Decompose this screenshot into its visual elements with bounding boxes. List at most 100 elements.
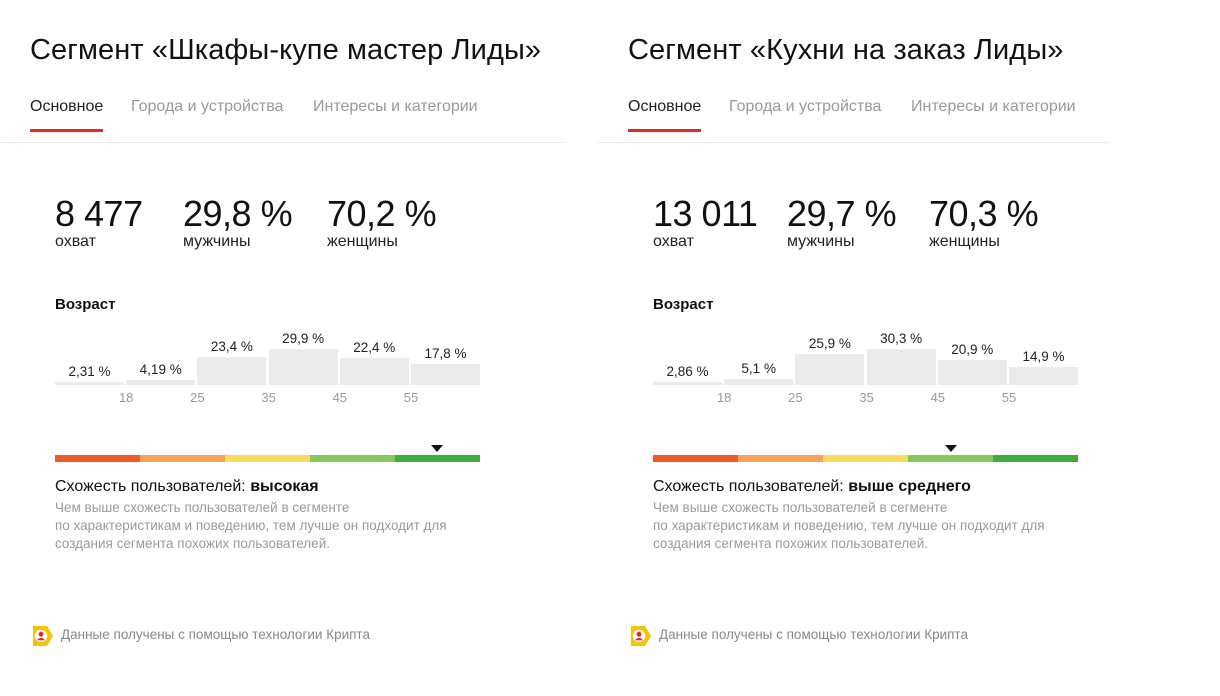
age-bar xyxy=(126,379,196,385)
age-bar xyxy=(197,356,267,385)
stat-women: 70,2 % женщины xyxy=(327,193,437,251)
similarity-scale-segment xyxy=(823,455,908,462)
age-axis: 18 25 35 45 55 xyxy=(653,390,1080,408)
stat-men-label: мужчины xyxy=(183,233,251,250)
age-tick-label: 25 xyxy=(788,390,803,405)
tab-main[interactable]: Основное xyxy=(30,98,104,132)
stat-men-label: мужчины xyxy=(787,233,855,250)
age-tick-label: 55 xyxy=(1001,390,1017,405)
stat-men-value: 29,8 % xyxy=(183,193,293,234)
age-bar xyxy=(795,354,865,385)
stat-reach: 13 011 охват xyxy=(653,193,758,251)
tab-interests-categories[interactable]: Интересы и категории xyxy=(313,98,478,115)
similarity-scale xyxy=(653,455,1078,462)
stat-men: 29,7 % мужчины xyxy=(787,193,897,251)
description-line: по характеристикам и поведению, тем лучш… xyxy=(55,518,447,533)
age-bar xyxy=(411,363,480,385)
similarity-description: Чем выше схожесть пользователей в сегмен… xyxy=(55,499,495,553)
similarity-scale-segment xyxy=(395,455,480,462)
age-bar-label: 4,19 % xyxy=(139,361,182,377)
age-tick-label: 45 xyxy=(930,390,946,405)
segment-title: Сегмент «Кухни на заказ Лиды» xyxy=(628,34,1064,66)
age-tick-label: 55 xyxy=(403,390,419,405)
stat-women-label: женщины xyxy=(929,233,1000,250)
age-tick-label: 35 xyxy=(859,390,874,405)
age-axis: 18 25 35 45 55 xyxy=(55,390,482,408)
age-bar-label: 23,4 % xyxy=(210,338,253,354)
similarity-description: Чем выше схожесть пользователей в сегмен… xyxy=(653,499,1093,553)
age-tick-label: 35 xyxy=(261,390,276,405)
age-bar-label: 17,8 % xyxy=(424,345,467,361)
age-bar xyxy=(1009,367,1078,385)
age-bar xyxy=(339,358,409,385)
similarity-marker-icon xyxy=(431,445,443,452)
similarity-scale-segment xyxy=(225,455,310,462)
age-tick-label: 25 xyxy=(190,390,205,405)
age-tick-label: 18 xyxy=(118,390,134,405)
similarity-scale-segment xyxy=(908,455,993,462)
similarity-scale-segment xyxy=(310,455,395,462)
age-bar xyxy=(268,349,338,385)
age-bar-label: 5,1 % xyxy=(741,360,776,376)
similarity-text: Схожесть пользователей: высокая xyxy=(55,478,319,496)
age-bar-label: 2,31 % xyxy=(68,364,111,379)
tab-cities-devices[interactable]: Города и устройства xyxy=(729,98,882,115)
age-bar-label: 20,9 % xyxy=(951,342,994,358)
tab-main[interactable]: Основное xyxy=(628,98,702,132)
similarity-scale-segment xyxy=(653,455,738,462)
age-bar-label: 30,3 % xyxy=(880,331,923,346)
age-tick-label: 18 xyxy=(716,390,732,405)
similarity-scale-segment xyxy=(55,455,140,462)
stat-reach: 8 477 охват xyxy=(55,194,143,251)
yandex-kripta-logo-icon xyxy=(631,626,651,646)
stat-reach-label: охват xyxy=(653,233,694,250)
stat-reach-value: 13 011 xyxy=(653,193,758,234)
age-section-title: Возраст xyxy=(653,296,714,313)
description-line: Чем выше схожесть пользователей в сегмен… xyxy=(653,500,948,515)
age-bar-label: 29,9 % xyxy=(282,331,325,346)
stat-men-value: 29,7 % xyxy=(787,193,897,234)
age-section-title: Возраст xyxy=(55,296,116,313)
stat-reach-value: 8 477 xyxy=(55,193,143,234)
age-bar xyxy=(55,382,124,385)
age-bar xyxy=(724,378,794,385)
stat-women-value: 70,2 % xyxy=(327,193,437,234)
similarity-scale-segment xyxy=(993,455,1078,462)
age-histogram: 2,31 % 4,19 % 23,4 % 29,9 % 22,4 % 17,8 % xyxy=(55,325,482,385)
stat-women-value: 70,3 % xyxy=(929,193,1039,234)
tab-bar: Основное Города и устройства Интересы и … xyxy=(598,0,1110,143)
description-line: Чем выше схожесть пользователей в сегмен… xyxy=(55,500,350,515)
stat-reach-label: охват xyxy=(55,233,96,250)
age-bar-label: 2,86 % xyxy=(666,363,709,379)
age-histogram: 2,86 % 5,1 % 25,9 % 30,3 % 20,9 % 14,9 % xyxy=(653,325,1080,385)
footer-text: Данные получены с помощью технологии Кри… xyxy=(61,627,370,642)
segment-panel-1: Сегмент «Кухни на заказ Лиды» Основное Г… xyxy=(598,0,1110,696)
tab-interests-categories[interactable]: Интересы и категории xyxy=(911,98,1076,115)
similarity-scale-segment xyxy=(140,455,225,462)
yandex-kripta-logo-icon xyxy=(33,626,53,646)
similarity-value: высокая xyxy=(250,478,319,495)
similarity-value: выше среднего xyxy=(848,478,971,495)
tab-cities-devices[interactable]: Города и устройства xyxy=(131,98,284,115)
description-line: создания сегмента похожих пользователей. xyxy=(55,536,330,551)
description-line: создания сегмента похожих пользователей. xyxy=(653,536,928,551)
age-bar xyxy=(937,360,1007,385)
age-bar-label: 25,9 % xyxy=(808,336,851,352)
stat-women-label: женщины xyxy=(327,233,398,250)
description-line: по характеристикам и поведению, тем лучш… xyxy=(653,518,1045,533)
age-bar xyxy=(866,349,936,385)
similarity-text: Схожесть пользователей: выше среднего xyxy=(653,478,971,496)
segment-title: Сегмент «Шкафы-купе мастер Лиды» xyxy=(30,34,542,66)
similarity-marker-icon xyxy=(945,445,957,452)
age-tick-label: 45 xyxy=(332,390,348,405)
segment-panel-0: Сегмент «Шкафы-купе мастер Лиды» Основно… xyxy=(0,0,565,696)
similarity-scale-segment xyxy=(738,455,823,462)
footer-text: Данные получены с помощью технологии Кри… xyxy=(659,627,968,642)
stat-women: 70,3 % женщины xyxy=(929,193,1039,251)
tab-bar: Основное Города и устройства Интересы и … xyxy=(0,0,565,143)
similarity-scale xyxy=(55,455,480,462)
stat-men: 29,8 % мужчины xyxy=(183,193,293,251)
similarity-prefix: Схожесть пользователей: xyxy=(55,478,251,495)
age-bar xyxy=(653,381,722,385)
age-bar-label: 14,9 % xyxy=(1022,349,1065,365)
